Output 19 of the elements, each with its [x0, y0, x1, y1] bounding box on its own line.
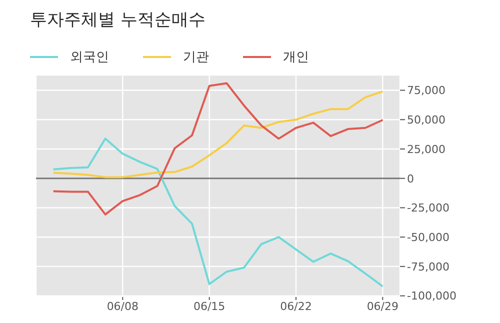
y-tick-label: -75,000 [407, 260, 450, 274]
y-tick-label: 0 [407, 172, 414, 186]
legend-label: 개인 [283, 49, 309, 66]
chart-title: 투자주체별 누적순매수 [30, 9, 206, 31]
line-series [52, 90, 384, 178]
x-tick-label: 06/29 [366, 300, 399, 313]
x-tick-label: 06/08 [106, 300, 139, 313]
y-tick-label: 25,000 [407, 142, 446, 156]
legend-label: 기관 [183, 49, 209, 66]
y-tick-label: -100,000 [407, 290, 456, 303]
y-tick-label: -25,000 [407, 202, 450, 215]
x-tick-label: 06/15 [193, 300, 226, 313]
x-tick-label: 06/22 [280, 300, 312, 313]
line-series [52, 138, 384, 288]
y-tick-label: 75,000 [407, 84, 446, 98]
y-tick-label: 50,000 [407, 114, 446, 127]
legend-label: 외국인 [70, 49, 109, 66]
line-series [52, 82, 384, 216]
y-tick-label: -50,000 [407, 231, 450, 244]
